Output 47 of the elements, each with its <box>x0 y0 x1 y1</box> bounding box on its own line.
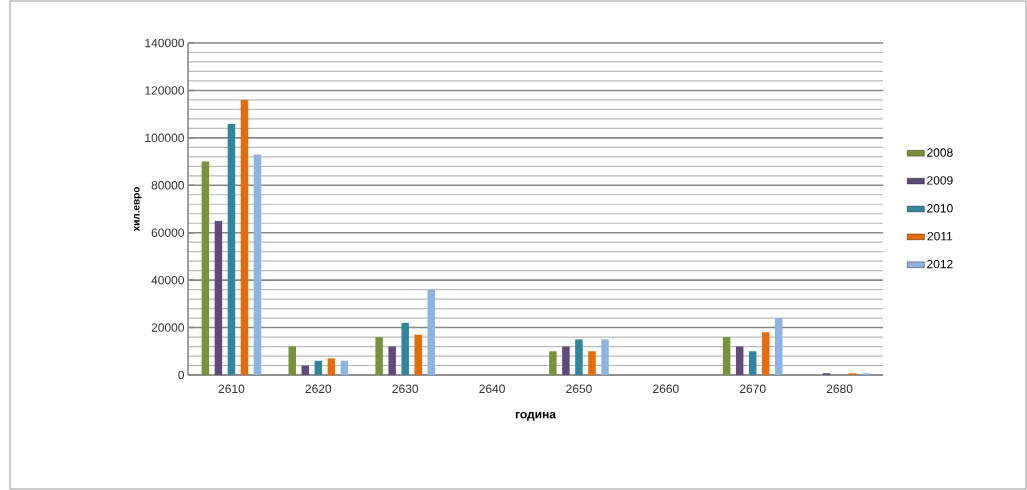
bar <box>549 351 557 375</box>
bar <box>240 99 249 375</box>
bar <box>375 337 383 375</box>
bar <box>253 154 262 375</box>
bar <box>735 346 744 375</box>
bar <box>575 339 583 375</box>
x-tick-label: 2640 <box>479 384 505 394</box>
y-tick-label: 120000 <box>145 86 184 95</box>
legend-label: 2009 <box>927 176 953 185</box>
bar <box>722 337 731 375</box>
bar <box>588 351 596 375</box>
bar <box>214 220 223 375</box>
x-axis-title: година <box>515 411 557 421</box>
x-tick-label: 2660 <box>653 384 679 394</box>
y-tick-label: 140000 <box>145 38 184 48</box>
bar <box>227 123 236 375</box>
y-tick-label: 60000 <box>151 228 184 237</box>
bar <box>562 346 570 375</box>
legend-label: 2010 <box>927 204 953 213</box>
y-tick-label: 100000 <box>145 133 184 143</box>
y-tick-label: 80000 <box>151 181 184 190</box>
x-tick-label: 2680 <box>826 384 853 394</box>
legend-label: 2012 <box>927 259 953 269</box>
x-tick-label: 2650 <box>566 384 592 394</box>
x-tick-label: 2630 <box>392 384 419 394</box>
bar <box>427 289 436 375</box>
bar <box>748 351 757 375</box>
bar <box>314 360 323 375</box>
bar <box>288 346 297 375</box>
bar <box>414 334 422 375</box>
bar <box>340 360 349 375</box>
y-tick-label: 40000 <box>151 275 184 285</box>
bar <box>388 346 396 375</box>
bar <box>775 318 783 375</box>
x-tick-label: 2670 <box>739 384 766 394</box>
legend-label: 2008 <box>927 148 953 157</box>
x-tick-label: 2610 <box>218 384 245 394</box>
legend-label: 2011 <box>927 231 953 241</box>
y-axis-title: хил.евро <box>134 187 142 232</box>
bar <box>761 332 770 375</box>
y-tick-label: 20000 <box>151 323 184 332</box>
x-tick-label: 2620 <box>305 384 332 394</box>
y-tick-label: 0 <box>178 370 185 380</box>
bar <box>327 358 336 375</box>
bar <box>401 322 409 375</box>
bar <box>601 339 609 375</box>
bar <box>201 161 210 375</box>
